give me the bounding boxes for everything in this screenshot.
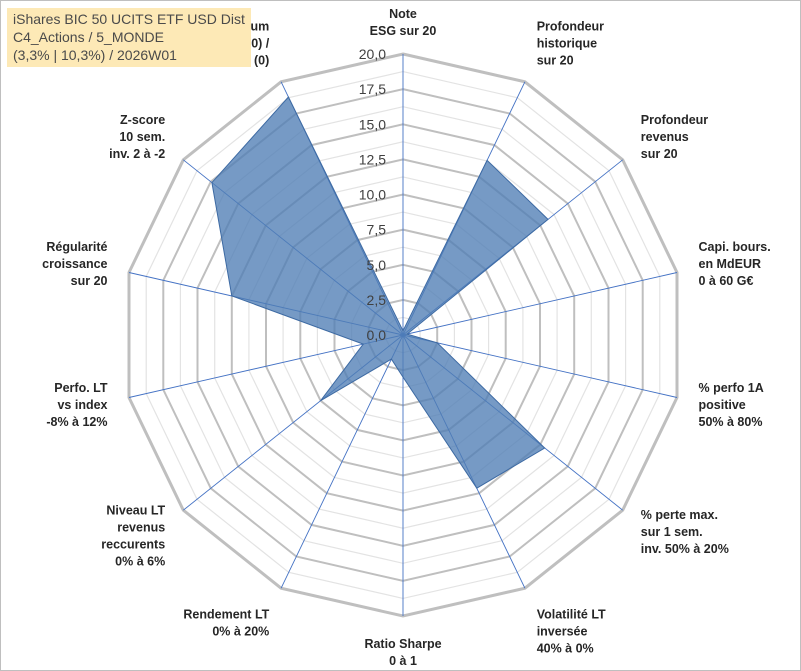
spoke-line [128,334,404,398]
title-line-3: (3,3% | 10,3%) / 2026W01 [13,47,177,63]
data-series [211,96,549,489]
spoke-line [280,334,404,589]
category-label: Régularité croissance sur 20 [42,240,107,288]
category-label: Niveau LT revenus reccurents 0% à 6% [101,503,165,568]
category-label: Ratio Sharpe 0 à 1 [364,637,441,668]
category-label: Perfo. LT vs index -8% à 12% [46,381,108,429]
r-tick-label: 7,5 [367,222,387,238]
category-label: Profondeur historique sur 20 [537,20,604,68]
r-tick-label: 15,0 [359,116,386,132]
title-line-2: C4_Actions / 5_MONDE [13,29,164,45]
category-label: Z-score 10 sem. inv. 2 à -2 [109,113,165,161]
category-label: % perte max. sur 1 sem. inv. 50% à 20% [641,508,729,556]
chart-title: iShares BIC 50 UCITS ETF USD Dist C4_Act… [7,8,251,67]
title-line-1: iShares BIC 50 UCITS ETF USD Dist [13,11,245,27]
spoke-line [402,334,678,398]
r-tick-label: 10,0 [359,187,386,203]
r-tick-label: 5,0 [367,257,387,273]
r-tick-label: 12,5 [359,151,386,167]
category-label: Capi. bours. en MdEUR 0 à 60 G€ [699,240,771,288]
category-label: Note ESG sur 20 [370,7,437,38]
category-label: Volatilité LT inversée 40% à 0% [537,607,606,655]
category-label: % perfo 1A positive 50% à 80% [699,381,764,429]
r-tick-label: 0,0 [367,327,387,343]
r-axis-ticks: 0,0 2,5 5,0 7,5 10,0 12,5 15,0 17,5 20,0 [359,46,386,343]
r-tick-label: 17,5 [359,81,386,97]
r-tick-label: 2,5 [367,292,387,308]
category-label: Rendement LT 0% à 20% [183,607,269,638]
spoke-line [402,272,678,336]
category-label: Profondeur revenus sur 20 [641,113,708,161]
r-tick-label: 20,0 [359,46,386,62]
